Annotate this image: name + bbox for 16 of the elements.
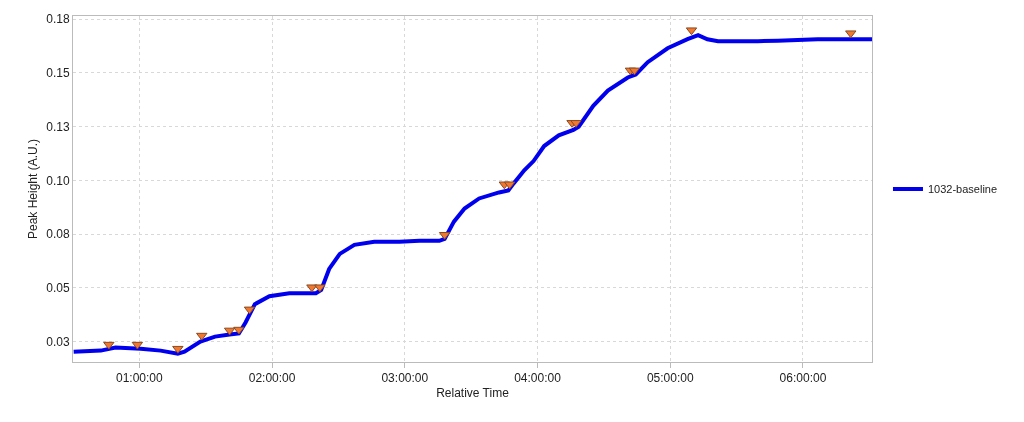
x-tick-label: 06:00:00 [779, 371, 827, 386]
y-tick-label: 0.13 [46, 119, 70, 134]
y-tick-label: 0.18 [46, 12, 70, 27]
x-tick-label: 02:00:00 [248, 371, 296, 386]
x-tick-label: 03:00:00 [381, 371, 429, 386]
x-tick-label: 01:00:00 [116, 371, 164, 386]
x-axis-title: Relative Time [436, 386, 510, 401]
y-axis-title: Peak Height (A.U.) [25, 138, 40, 240]
x-tick-label: 04:00:00 [514, 371, 562, 386]
y-tick-label: 0.15 [46, 66, 70, 81]
y-tick-label: 0.05 [46, 281, 70, 296]
y-tick-label: 0.03 [46, 334, 70, 349]
y-tick-label: 0.10 [46, 173, 70, 188]
legend-label: 1032-baseline [927, 183, 998, 196]
x-tick-label: 05:00:00 [646, 371, 694, 386]
y-tick-label: 0.08 [46, 227, 70, 242]
